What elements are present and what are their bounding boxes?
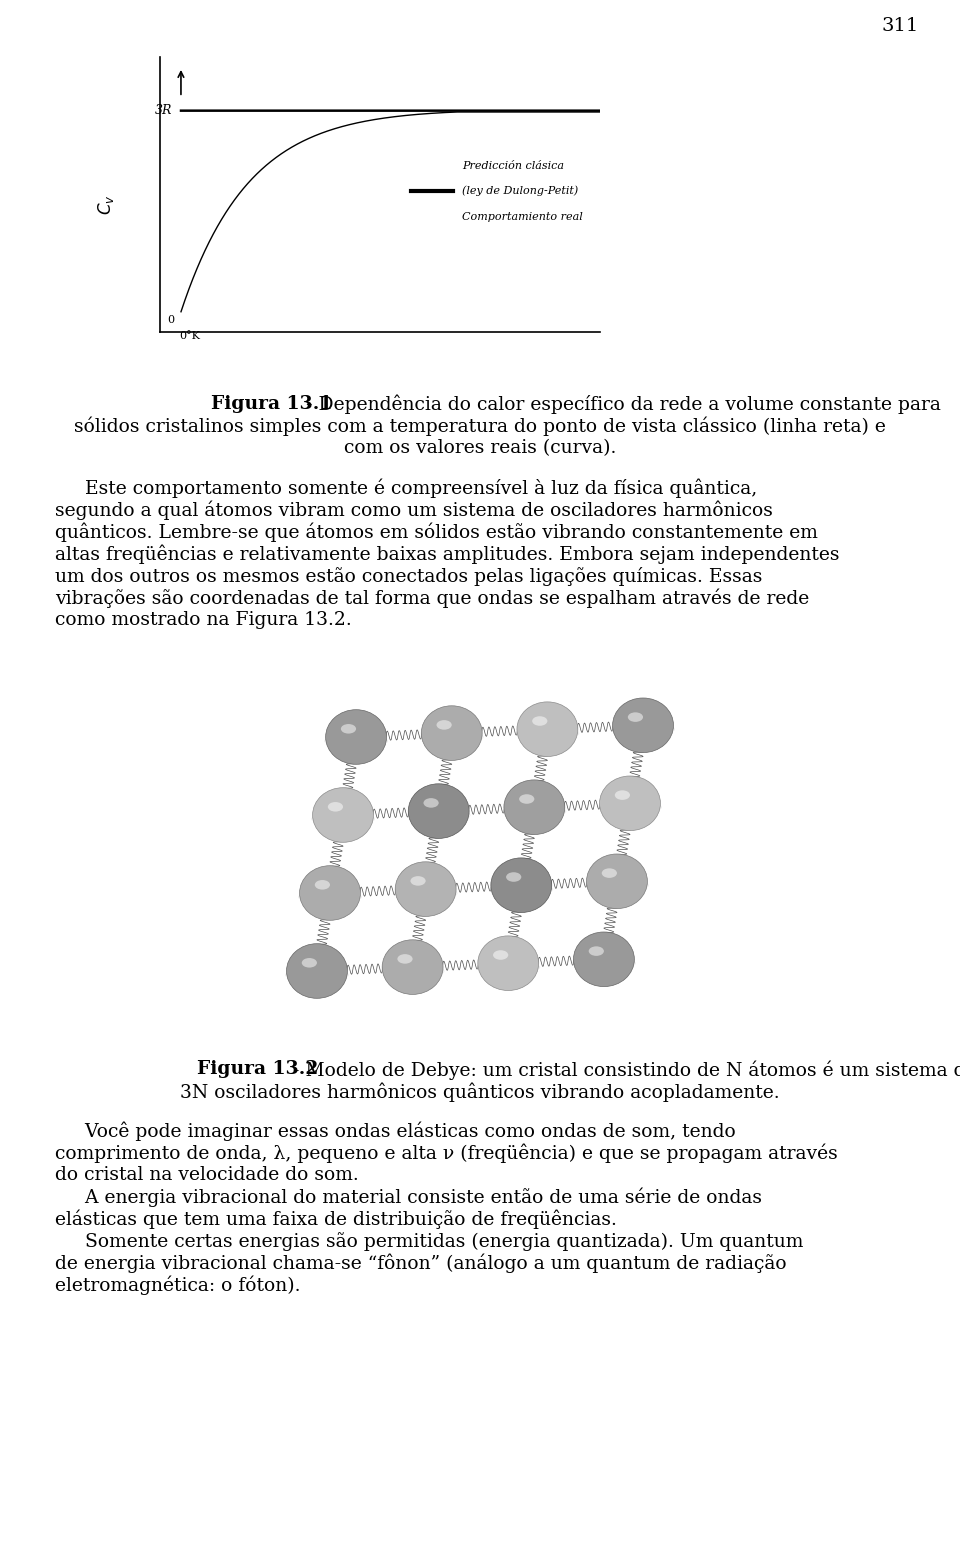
Ellipse shape: [341, 724, 356, 733]
Ellipse shape: [327, 801, 343, 812]
Text: (ley de Dulong-Petit): (ley de Dulong-Petit): [462, 186, 578, 196]
Text: 0°K: 0°K: [179, 331, 200, 340]
Circle shape: [382, 939, 444, 995]
Ellipse shape: [315, 880, 330, 890]
Text: - Modelo de Debye: um cristal consistindo de N átomos é um sistema de: - Modelo de Debye: um cristal consistind…: [286, 1060, 960, 1080]
Ellipse shape: [598, 800, 662, 814]
Ellipse shape: [407, 809, 470, 821]
Circle shape: [286, 944, 348, 998]
Text: Este comportamento somente é compreensível à luz da física quântica,: Este comportamento somente é compreensív…: [55, 478, 757, 498]
Circle shape: [612, 698, 674, 752]
Text: 0: 0: [168, 316, 175, 325]
Text: Predicción clásica: Predicción clásica: [462, 161, 564, 170]
Ellipse shape: [397, 954, 413, 964]
Text: Figura 13.2: Figura 13.2: [198, 1060, 319, 1078]
Text: 311: 311: [881, 17, 919, 36]
Circle shape: [573, 931, 635, 987]
Ellipse shape: [614, 791, 630, 800]
Ellipse shape: [612, 722, 675, 736]
Text: 3R: 3R: [156, 104, 173, 118]
Text: de energia vibracional chama-se “fônon” (análogo a um quantum de radiação: de energia vibracional chama-se “fônon” …: [55, 1253, 786, 1273]
Circle shape: [516, 702, 578, 756]
Text: altas freqüências e relativamente baixas amplitudes. Embora sejam independentes: altas freqüências e relativamente baixas…: [55, 545, 839, 565]
Text: 3N osciladores harmônicos quânticos vibrando acopladamente.: 3N osciladores harmônicos quânticos vibr…: [180, 1081, 780, 1101]
Ellipse shape: [311, 812, 375, 826]
Circle shape: [491, 859, 552, 913]
Ellipse shape: [420, 730, 484, 744]
Ellipse shape: [588, 947, 604, 956]
Text: sólidos cristalinos simples com a temperatura do ponto de vista clássico (linha : sólidos cristalinos simples com a temper…: [74, 418, 886, 436]
Text: um dos outros os mesmos estão conectados pelas ligações químicas. Essas: um dos outros os mesmos estão conectados…: [55, 566, 762, 586]
Text: Comportamiento real: Comportamiento real: [462, 212, 583, 221]
Ellipse shape: [506, 873, 521, 882]
Circle shape: [408, 784, 469, 838]
Ellipse shape: [423, 798, 439, 808]
Text: $C_v$: $C_v$: [96, 195, 115, 215]
Ellipse shape: [532, 716, 547, 726]
Circle shape: [600, 777, 660, 831]
Ellipse shape: [516, 727, 579, 739]
Ellipse shape: [324, 735, 388, 747]
Ellipse shape: [411, 876, 425, 886]
Circle shape: [421, 705, 482, 761]
Ellipse shape: [628, 712, 643, 722]
Ellipse shape: [490, 882, 553, 896]
Text: comprimento de onda, λ, pequeno e alta ν (freqüência) e que se propagam através: comprimento de onda, λ, pequeno e alta ν…: [55, 1143, 838, 1163]
Circle shape: [504, 780, 564, 834]
Ellipse shape: [493, 950, 508, 959]
Text: do cristal na velocidade do som.: do cristal na velocidade do som.: [55, 1165, 359, 1183]
Circle shape: [396, 862, 456, 916]
Circle shape: [313, 787, 373, 842]
Circle shape: [587, 854, 647, 908]
Text: Figura 13.1: Figura 13.1: [211, 394, 332, 413]
Ellipse shape: [437, 721, 452, 730]
Text: com os valores reais (curva).: com os valores reais (curva).: [344, 439, 616, 456]
Circle shape: [325, 710, 387, 764]
Ellipse shape: [502, 804, 566, 818]
Ellipse shape: [572, 956, 636, 970]
Ellipse shape: [585, 879, 649, 893]
Text: vibrações são coordenadas de tal forma que ondas se espalham através de rede: vibrações são coordenadas de tal forma q…: [55, 588, 809, 608]
Ellipse shape: [298, 890, 362, 903]
Text: quânticos. Lembre-se que átomos em sólidos estão vibrando constantemente em: quânticos. Lembre-se que átomos em sólid…: [55, 523, 818, 541]
Ellipse shape: [602, 868, 617, 877]
Text: elásticas que tem uma faixa de distribuição de freqüências.: elásticas que tem uma faixa de distribui…: [55, 1210, 617, 1230]
Text: eletromagnética: o fóton).: eletromagnética: o fóton).: [55, 1276, 300, 1295]
Ellipse shape: [381, 964, 444, 978]
Text: como mostrado na Figura 13.2.: como mostrado na Figura 13.2.: [55, 611, 351, 628]
Text: Somente certas energias são permitidas (energia quantizada). Um quantum: Somente certas energias são permitidas (…: [55, 1231, 804, 1250]
Circle shape: [300, 866, 360, 920]
Ellipse shape: [285, 968, 348, 982]
Text: - Dependência do calor específico da rede a volume constante para: - Dependência do calor específico da red…: [300, 394, 941, 415]
Text: Você pode imaginar essas ondas elásticas como ondas de som, tendo: Você pode imaginar essas ondas elásticas…: [55, 1122, 735, 1142]
Ellipse shape: [394, 886, 458, 900]
Circle shape: [478, 936, 539, 990]
Text: A energia vibracional do material consiste então de uma série de ondas: A energia vibracional do material consis…: [55, 1188, 762, 1207]
Text: segundo a qual átomos vibram como um sistema de osciladores harmônicos: segundo a qual átomos vibram como um sis…: [55, 501, 773, 520]
Ellipse shape: [301, 958, 317, 967]
Ellipse shape: [476, 961, 540, 975]
Ellipse shape: [519, 794, 535, 804]
